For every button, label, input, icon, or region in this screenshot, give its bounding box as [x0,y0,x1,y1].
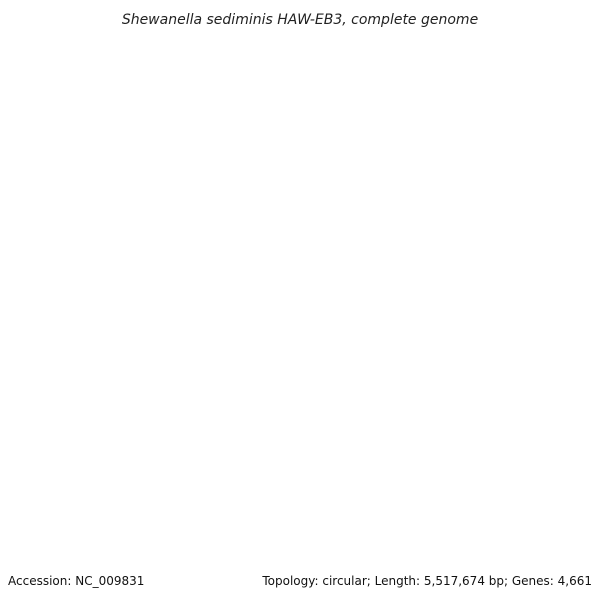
accession-text: Accession: NC_009831 [8,574,144,588]
genome-title: Shewanella sediminis HAW-EB3, complete g… [122,12,478,28]
topology-backdrop [256,570,600,590]
topology-text: Topology: circular; Length: 5,517,674 bp… [261,574,592,588]
accession-backdrop [4,570,144,590]
